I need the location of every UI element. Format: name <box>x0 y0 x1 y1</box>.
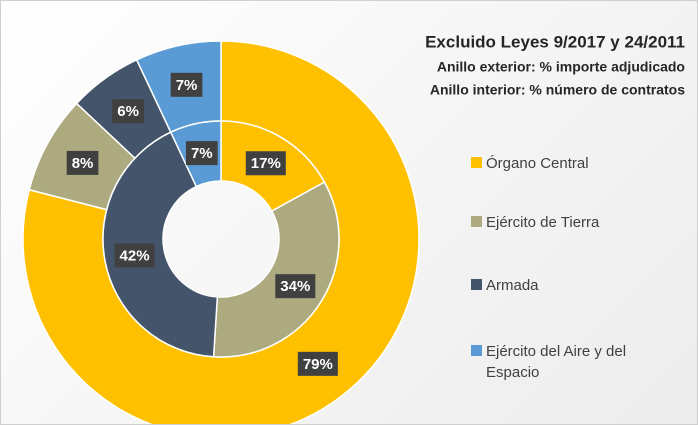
chart-subtitle: Anillo exterior: % importe adjudicado <box>437 59 685 75</box>
data-label-text: 42% <box>120 247 150 264</box>
legend-label: Órgano Central <box>486 155 589 172</box>
data-label: 42% <box>114 243 155 268</box>
data-label: 17% <box>245 151 286 176</box>
legend-label: Ejército del Aire y del Espacio <box>486 343 627 381</box>
data-label-text: 79% <box>303 356 333 373</box>
legend-item: Ejército de Tierra <box>471 212 686 233</box>
legend-label: Ejército de Tierra <box>486 214 600 231</box>
legend-item: Armada <box>471 275 686 296</box>
data-label-text: 7% <box>176 77 198 94</box>
legend-swatch <box>471 345 482 356</box>
legend-swatch <box>471 279 482 290</box>
data-label-text: 6% <box>117 103 139 120</box>
legend-swatch <box>471 216 482 227</box>
data-label-text: 8% <box>72 155 94 172</box>
data-label-box <box>66 150 99 175</box>
data-label-text: 17% <box>251 155 281 172</box>
donut-segment <box>212 181 340 358</box>
data-label-box <box>275 274 316 299</box>
legend-swatch <box>471 157 482 168</box>
data-label: 8% <box>66 150 99 175</box>
data-label-text: 7% <box>191 145 213 162</box>
data-label-box <box>112 99 144 124</box>
data-label-box <box>245 151 286 176</box>
data-label-box <box>297 351 338 376</box>
legend-item: Ejército del Aire y del Espacio <box>471 341 686 383</box>
data-label: 79% <box>297 351 338 376</box>
donut-segment <box>102 131 219 358</box>
data-label-box <box>170 72 203 97</box>
data-label-text: 34% <box>280 278 310 295</box>
legend-item: Órgano Central <box>471 153 686 174</box>
data-label: 7% <box>185 141 218 166</box>
chart-subtitle: Anillo interior: % número de contratos <box>430 82 685 98</box>
data-label: 6% <box>112 99 144 124</box>
chart-title: Excluido Leyes 9/2017 y 24/2011 <box>425 32 685 51</box>
data-label: 7% <box>170 72 203 97</box>
data-label-box <box>185 141 218 166</box>
data-label: 34% <box>275 274 316 299</box>
data-label-box <box>114 243 155 268</box>
legend-label: Armada <box>486 277 539 294</box>
